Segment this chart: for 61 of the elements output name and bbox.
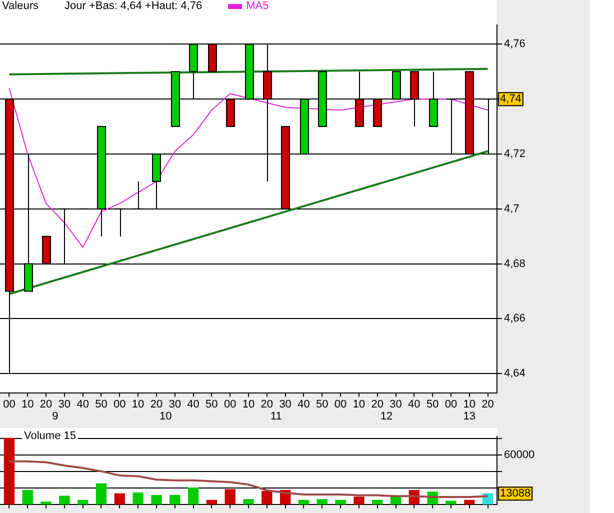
x-tick-label: 50 [426, 398, 439, 410]
x-tick-label: 30 [58, 398, 71, 410]
x-tick-label: 10 [21, 398, 34, 410]
x-tick-label: 20 [150, 398, 163, 410]
text: 12 [380, 410, 393, 422]
bar [40, 502, 52, 504]
y-tick-label: 4,66 [504, 312, 526, 325]
bar [316, 499, 328, 504]
x-tick-label: 40 [298, 398, 310, 410]
bar [114, 493, 125, 504]
y-tick-label: 4,76 [504, 38, 526, 50]
x-tick-label: 30 [390, 398, 402, 410]
chart-title: Valeurs [2, 0, 38, 12]
y-tick-label: 4,68 [504, 258, 526, 270]
y-tick-label: 60000 [504, 448, 535, 461]
x-tick-label: 20 [260, 398, 274, 410]
x-tick-label: 20 [371, 398, 384, 410]
x-tick-label: 40 [408, 398, 420, 410]
x-tick-label: 50 [95, 398, 108, 410]
x-tick-label: 40 [76, 398, 89, 410]
y-tick-label: 4,72 [504, 148, 526, 160]
bar [188, 488, 199, 504]
y-tick-label: 4,64 [504, 368, 526, 380]
x-tick-label: 10 [352, 398, 366, 410]
x-tick-label: 30 [168, 398, 181, 410]
text: 10 [160, 410, 172, 422]
x-tick-label: 40 [187, 398, 200, 410]
bar [4, 438, 15, 504]
bar [96, 483, 107, 504]
x-tick-label: 50 [206, 398, 218, 410]
bar [243, 499, 254, 504]
x-tick-label: 10 [242, 398, 255, 410]
x-tick-label: 00 [224, 398, 236, 410]
x-tick-label: 50 [316, 398, 328, 410]
y-tick-label: 4,7 [504, 202, 520, 215]
chart-title: Volume 15 [22, 430, 78, 442]
chart-subtitle: Jour +Bas: 4,64 +Haut: 4,76 [64, 0, 202, 12]
bar [262, 490, 272, 504]
bar [224, 489, 236, 504]
bar [22, 490, 33, 504]
text: 11 [270, 410, 282, 422]
bar [170, 494, 180, 504]
x-tick-label: 00 [334, 398, 347, 410]
bar [59, 496, 70, 504]
bar [151, 494, 162, 504]
x-tick-label: 30 [279, 398, 292, 410]
legend-label: MA5 [246, 0, 269, 12]
x-tick-label: 10 [132, 398, 144, 410]
bar [132, 492, 144, 504]
annotation: 4,74 [500, 93, 522, 106]
text: 9 [52, 410, 58, 422]
bar [354, 496, 364, 504]
text: 13 [463, 410, 476, 422]
x-tick-label: 00 [444, 398, 458, 410]
x-tick-label: 20 [482, 398, 494, 410]
annotation: 13088 [500, 488, 531, 500]
x-tick-label: 20 [40, 398, 52, 410]
bar [335, 500, 346, 504]
x-tick-label: 00 [114, 398, 126, 410]
x-tick-label: 00 [3, 398, 16, 410]
x-tick-label: 10 [463, 398, 476, 410]
